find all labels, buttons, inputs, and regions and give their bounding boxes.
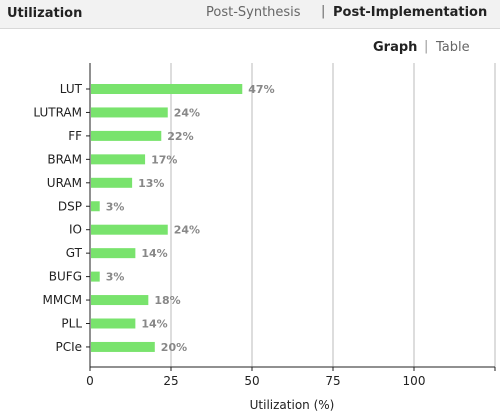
label-layer: LUT 47% LUTRAM 24% FF 22% BRAM 17% URAM 13% DSP 3% I… [33,82,274,354]
bar-lutram [91,107,168,117]
category-label: PCIe [55,340,82,354]
x-tick-label: 50 [244,374,259,388]
value-label: 17% [151,153,177,166]
bar-bufg [91,272,100,282]
bar-ff [91,131,161,141]
value-label: 14% [141,247,167,260]
category-label: BRAM [47,152,82,166]
value-label: 24% [174,224,200,237]
category-label: PLL [61,317,82,331]
value-label: 20% [161,341,187,354]
x-tick-label: 25 [163,374,178,388]
category-label: LUT [60,82,83,96]
category-label: FF [68,129,82,143]
category-label: URAM [47,176,82,190]
x-tick-label: 0 [86,374,94,388]
value-label: 14% [141,318,167,331]
x-axis-title: Utilization (%) [250,398,335,412]
bar-pll [91,319,135,329]
category-label: BUFG [49,270,82,284]
value-label: 22% [167,130,193,143]
value-label: 3% [106,200,125,213]
bar-io [91,225,168,235]
category-label: GT [66,246,83,260]
bar-pcie [91,342,155,352]
bar-bram [91,154,145,164]
value-label: 47% [248,83,274,96]
category-label: LUTRAM [33,105,82,119]
bar-layer [91,84,242,352]
value-label: 3% [106,271,125,284]
value-label: 18% [154,294,180,307]
category-label: MMCM [43,293,82,307]
bar-gt [91,248,135,258]
bar-dsp [91,201,100,211]
bar-mmcm [91,295,148,305]
grid-layer [171,63,495,367]
category-label: IO [69,223,82,237]
value-label: 13% [138,177,164,190]
value-label: 24% [174,106,200,119]
bar-lut [91,84,242,94]
x-tick-label: 100 [403,374,426,388]
x-tick-label: 75 [325,374,340,388]
bar-uram [91,178,132,188]
category-label: DSP [58,199,82,213]
